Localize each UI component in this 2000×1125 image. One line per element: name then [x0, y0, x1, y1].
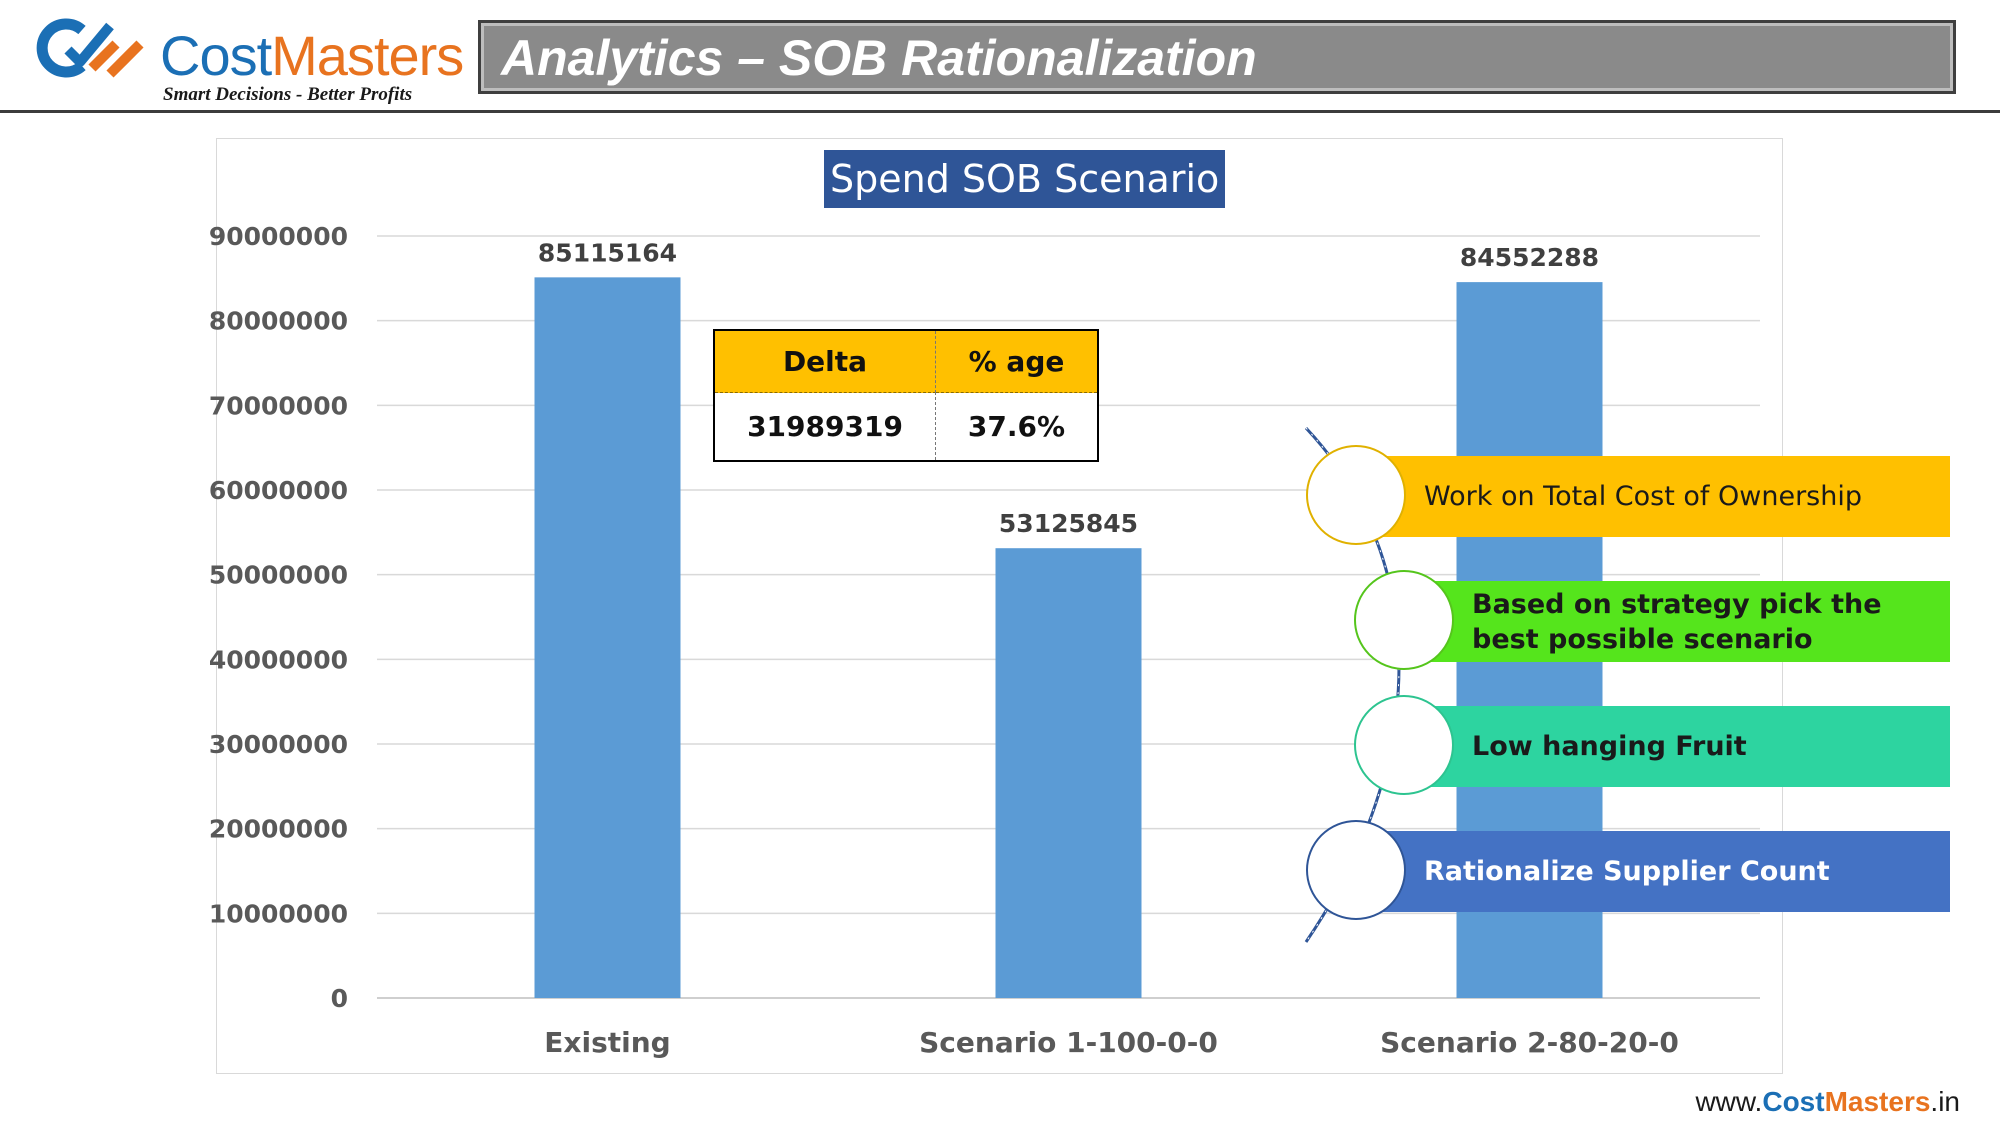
x-tick-label: Existing: [544, 1026, 670, 1059]
callout-strategy-circle: [1354, 570, 1454, 670]
callout-tco-text: Work on Total Cost of Ownership: [1424, 481, 1862, 512]
logo-tagline: Smart Decisions - Better Profits: [163, 84, 413, 105]
percentage-value: 37.6%: [967, 409, 1066, 443]
costmasters-logo: CostMasters Smart Decisions - Better Pro…: [30, 14, 464, 110]
data-label: 84552288: [1460, 243, 1599, 272]
y-tick-label: 50000000: [209, 561, 348, 590]
bar: [995, 548, 1142, 998]
callout-supplier-circle: [1306, 820, 1406, 920]
delta-table: Delta % age 31989319 37.6%: [713, 329, 1099, 462]
y-tick-label: 60000000: [209, 476, 348, 505]
title-bar: Analytics – SOB Rationalization: [478, 20, 1956, 94]
y-tick-label: 90000000: [209, 222, 348, 251]
logo-wordmark: CostMasters: [160, 24, 464, 87]
callout-tco: Work on Total Cost of Ownership: [1356, 456, 1950, 537]
callout-fruit: Low hanging Fruit: [1404, 706, 1950, 787]
delta-value: 31989319: [715, 392, 936, 460]
callout-fruit-text: Low hanging Fruit: [1472, 731, 1747, 762]
callout-supplier-text: Rationalize Supplier Count: [1424, 856, 1830, 887]
callout-fruit-circle: [1354, 695, 1454, 795]
y-tick-label: 70000000: [209, 391, 348, 420]
logo-mark-icon: [36, 18, 144, 78]
callout-strategy: Based on strategy pick the best possible…: [1404, 581, 1950, 662]
y-tick-label: 80000000: [209, 307, 348, 336]
chart-title: Spend SOB Scenario: [824, 150, 1226, 208]
data-label: 85115164: [538, 238, 677, 267]
data-label: 53125845: [999, 509, 1138, 538]
header-divider: [0, 110, 2000, 113]
callout-tco-circle: [1306, 445, 1406, 545]
percentage-header: % age: [936, 331, 1097, 393]
callout-strategy-text: Based on strategy pick the best possible…: [1472, 588, 1882, 655]
y-tick-label: 40000000: [209, 645, 348, 674]
x-tick-label: Scenario 2-80-20-0: [1380, 1026, 1679, 1059]
callout-supplier: Rationalize Supplier Count: [1356, 831, 1950, 912]
y-tick-label: 30000000: [209, 730, 348, 759]
footer-url[interactable]: www.CostMasters.in: [1695, 1086, 1960, 1117]
y-tick-label: 0: [331, 984, 348, 1013]
delta-header: Delta: [715, 331, 936, 393]
x-tick-label: Scenario 1-100-0-0: [919, 1026, 1218, 1059]
page-title: Analytics – SOB Rationalization: [501, 30, 1257, 86]
y-tick-label: 20000000: [209, 815, 348, 844]
bar: [534, 277, 681, 998]
y-tick-label: 10000000: [209, 899, 348, 928]
